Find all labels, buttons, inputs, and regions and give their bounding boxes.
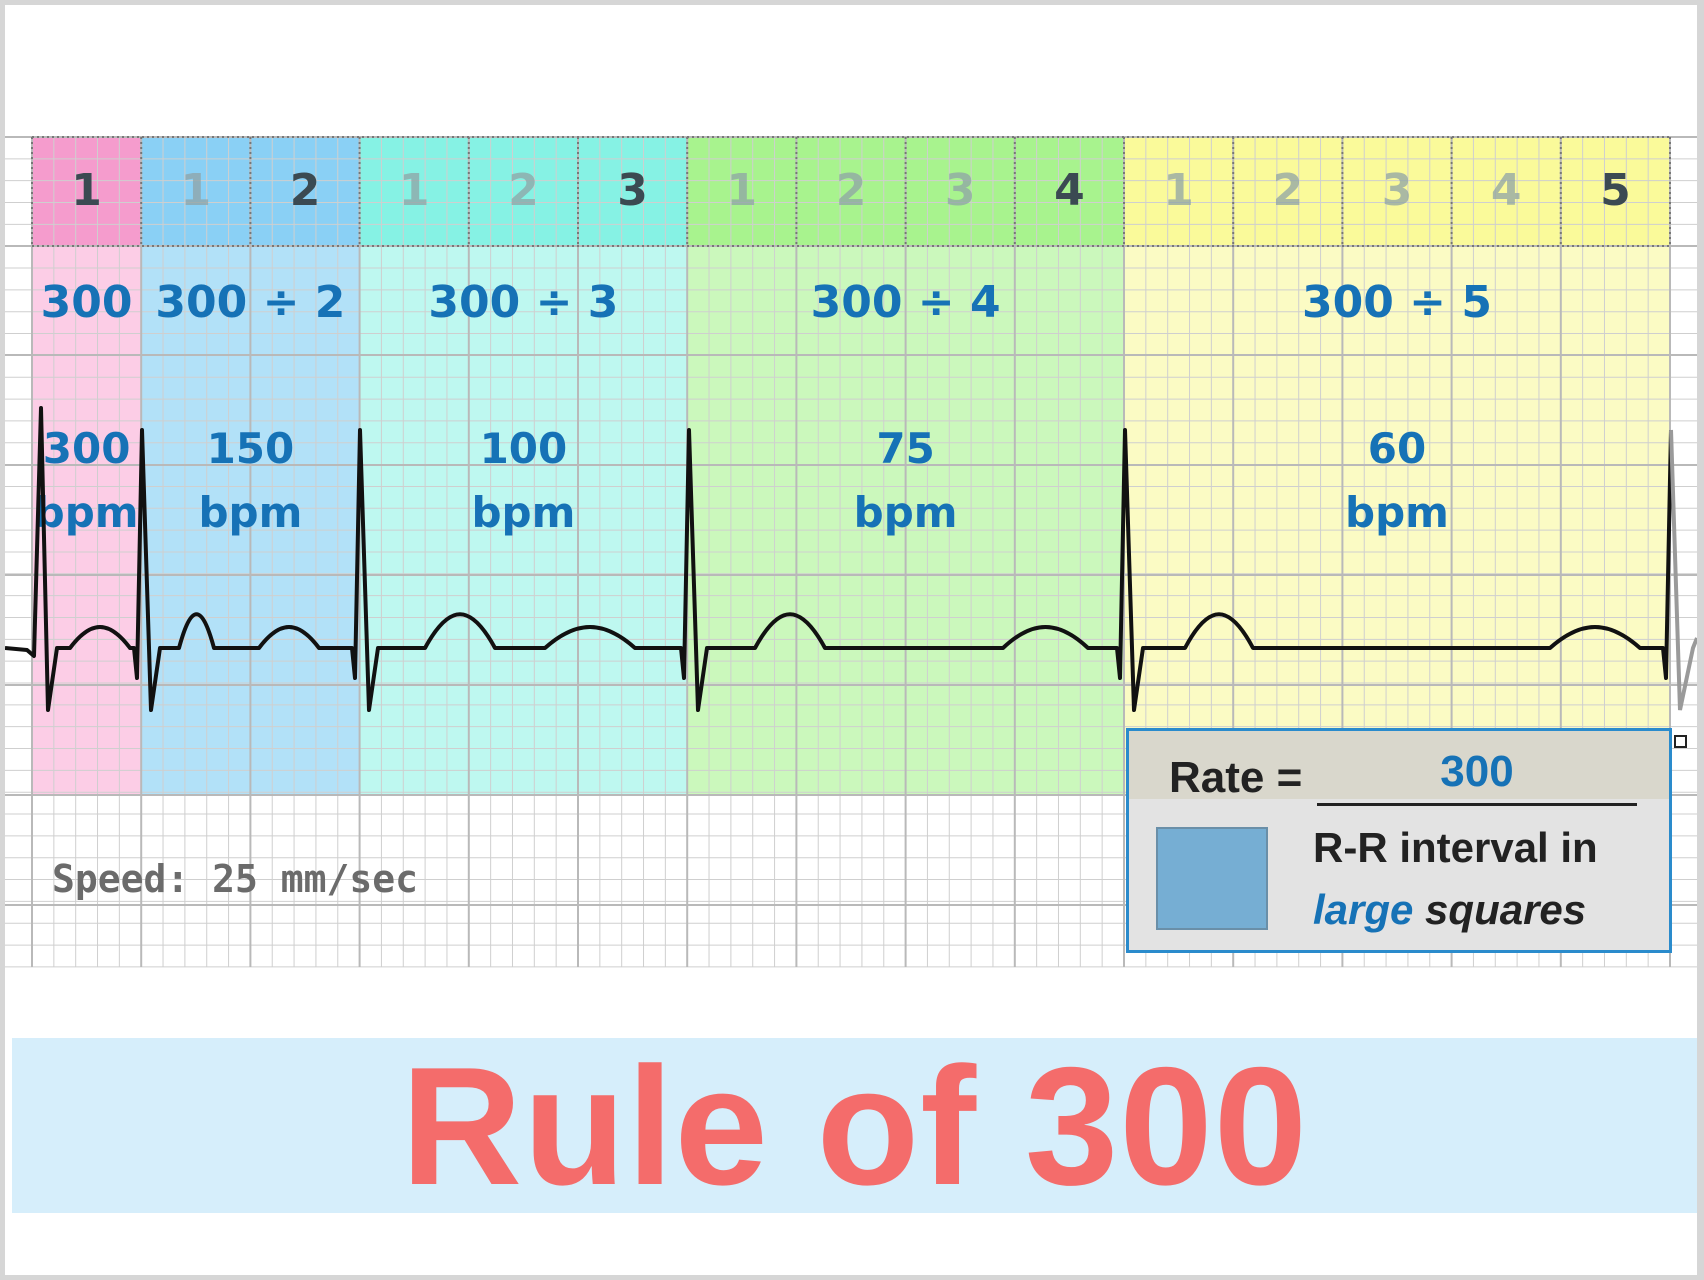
square-count-5-4: 4 [1491, 165, 1522, 216]
square-count-4-1: 1 [726, 165, 757, 216]
slide-title: Rule of 300 [400, 1031, 1309, 1220]
square-count-5-2: 2 [1272, 165, 1303, 216]
zone-header-1 [32, 137, 142, 246]
zone-formula-4: 300 ÷ 4 [811, 277, 1001, 328]
zone-header-5 [1124, 137, 1670, 246]
ecg-trace [5, 406, 1673, 712]
zone-header-3 [359, 137, 688, 246]
denominator-line-1: R-R interval in [1313, 824, 1598, 871]
square-count-2-1: 1 [180, 165, 211, 216]
zone-rate-3: 100 [480, 424, 568, 473]
zone-unit-1: bpm [35, 488, 139, 537]
slide: 1 1 2 1 2 3 1 2 3 4 1 2 3 4 5 300 300 bpm 300 ÷ 2 150 bpm 300… [5, 5, 1697, 1275]
zone-rate-2: 150 [207, 424, 295, 473]
zone-formula-2: 300 ÷ 2 [155, 277, 345, 328]
zone-rate-1: 300 [43, 424, 131, 473]
square-count-3-2: 2 [508, 165, 539, 216]
zone-rate-5: 60 [1368, 424, 1426, 473]
square-count-1-1: 1 [71, 165, 102, 216]
rate-label: Rate = [1169, 753, 1303, 802]
denominator-rest: squares [1413, 886, 1587, 933]
zone-formula-3: 300 ÷ 3 [428, 277, 618, 328]
rate-formula-box: Rate = 300 R-R interval in large squares [1126, 728, 1672, 953]
zone-rate-4: 75 [876, 424, 934, 473]
zone-body-5 [1124, 246, 1670, 795]
square-count-4-3: 3 [945, 165, 976, 216]
zone-unit-4: bpm [854, 488, 958, 537]
square-count-5-3: 3 [1382, 165, 1413, 216]
square-count-3-1: 1 [399, 165, 430, 216]
square-count-4-2: 2 [836, 165, 867, 216]
square-count-2-2: 2 [290, 165, 321, 216]
denominator-emphasis: large [1313, 886, 1414, 933]
large-square-swatch [1156, 827, 1268, 930]
zone-body-3 [359, 246, 688, 795]
denominator-line-2: large squares [1313, 886, 1586, 934]
square-count-5-1: 1 [1163, 165, 1194, 216]
rate-numerator: 300 [1440, 747, 1514, 796]
fraction-line [1317, 803, 1637, 806]
square-count-3-3: 3 [617, 165, 648, 216]
zone-formula-5: 300 ÷ 5 [1302, 277, 1492, 328]
paper-speed-label: Speed: 25 mm/sec [52, 857, 418, 901]
zone-unit-3: bpm [471, 488, 575, 537]
zone-unit-2: bpm [198, 488, 302, 537]
ecg-trace-fade [1669, 429, 1697, 711]
title-banner: Rule of 300 [12, 1038, 1697, 1213]
formula-numerator-band [1129, 731, 1669, 799]
square-count-5-5: 5 [1600, 165, 1631, 216]
square-count-4-4: 4 [1054, 165, 1085, 216]
zone-formula-1: 300 [41, 277, 133, 328]
selection-handle-icon[interactable] [1674, 735, 1687, 748]
zone-unit-5: bpm [1345, 488, 1449, 537]
